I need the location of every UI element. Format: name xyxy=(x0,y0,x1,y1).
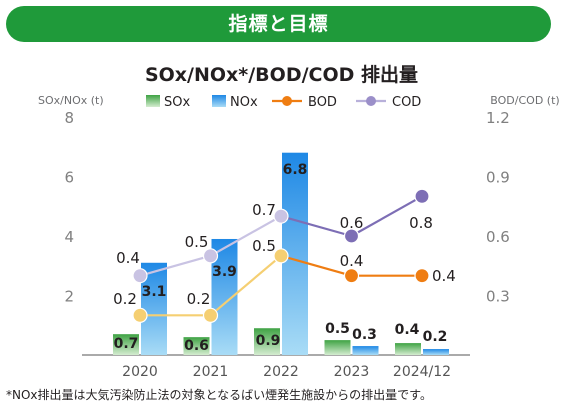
sox-bar xyxy=(254,328,280,355)
nox-data-label: 3.1 xyxy=(142,284,167,300)
nox-bar xyxy=(423,349,449,355)
nox-data-label: 3.9 xyxy=(212,264,237,280)
sox-bar xyxy=(113,334,139,355)
bod-line-segment xyxy=(280,254,352,277)
legend-cod-label: COD xyxy=(392,95,421,110)
cod-point xyxy=(202,248,219,264)
legend-sox-swatch xyxy=(146,95,160,107)
section-banner: 指標と目標 xyxy=(6,6,551,42)
sox-data-label: 0.5 xyxy=(325,321,350,337)
sox-bar xyxy=(183,337,210,355)
bod-data-label: 0.2 xyxy=(113,290,137,308)
nox-data-label: 0.2 xyxy=(423,329,448,345)
cod-line-segment xyxy=(139,254,211,277)
sox-data-label: 0.7 xyxy=(114,336,139,352)
right-axis-tick-label: 0.9 xyxy=(486,169,510,187)
left-axis-label: SOx/NOx (t) xyxy=(38,94,104,107)
nox-data-label: 0.3 xyxy=(352,327,377,343)
bod-point xyxy=(132,307,148,323)
nox-bar xyxy=(352,346,379,355)
sox-data-label: 0.4 xyxy=(395,322,420,338)
left-axis-tick-label: 4 xyxy=(64,228,74,246)
cod-data-label: 0.7 xyxy=(252,201,276,219)
cod-point xyxy=(132,268,148,284)
bod-point xyxy=(343,268,360,284)
cod-data-label: 0.4 xyxy=(116,249,140,267)
legend: SOx NOx BOD COD xyxy=(146,95,421,110)
cod-data-label: 0.6 xyxy=(340,214,364,232)
cod-line-segment xyxy=(350,195,423,237)
x-tick-label: 2024/12 xyxy=(393,364,451,380)
lines xyxy=(132,188,430,323)
legend-sox-label: SOx xyxy=(164,95,190,110)
right-axis-label: BOD/COD (t) xyxy=(490,94,559,107)
chart-title: SOx/NOx*/BOD/COD 排出量 xyxy=(144,64,419,86)
data-labels: 0.7 0.6 0.9 0.5 0.4 3.1 3.9 6.8 0.3 0.2 0.2 0.2 0.5 0… xyxy=(113,162,456,354)
bod-data-label: 0.5 xyxy=(252,237,276,255)
x-tick-label: 2022 xyxy=(263,364,299,380)
right-axis-tick-label: 0.6 xyxy=(486,228,510,246)
legend-cod-marker xyxy=(366,96,376,106)
banner-title: 指標と目標 xyxy=(228,13,329,35)
right-axis-tick-label: 1.2 xyxy=(486,109,510,127)
sox-data-label: 0.9 xyxy=(256,333,281,349)
x-tick-label: 2023 xyxy=(334,364,370,380)
footnote: *NOx排出量は大気汚染防止法の対象となるばい煙発生施設からの排出量です。 xyxy=(6,388,432,402)
sox-bar xyxy=(395,343,421,355)
bod-point xyxy=(273,248,289,264)
nox-data-label: 6.8 xyxy=(283,162,308,178)
legend-nox-label: NOx xyxy=(230,95,258,110)
bod-point xyxy=(414,268,430,284)
cod-line-segment xyxy=(209,215,282,257)
cod-line-segment xyxy=(280,215,352,238)
legend-bod-label: BOD xyxy=(308,95,337,110)
bod-data-label: 0.4 xyxy=(432,267,456,285)
x-tick-label: 2021 xyxy=(193,364,229,380)
right-axis-tick-label: 0.3 xyxy=(486,288,510,306)
cod-data-label: 0.8 xyxy=(409,214,433,232)
axes: 2 4 6 8 0.3 0.6 0.9 1.2 SOx/NOx (t) BOD/COD (t) 20… xyxy=(38,94,560,380)
bod-line-segment xyxy=(209,254,282,317)
cod-point xyxy=(414,188,430,204)
cod-point xyxy=(273,208,289,224)
bod-point xyxy=(202,307,219,323)
sox-data-label: 0.6 xyxy=(184,338,209,354)
legend-bod-marker xyxy=(282,96,292,106)
bod-data-label: 0.2 xyxy=(187,290,211,308)
left-axis-tick-label: 2 xyxy=(64,288,74,306)
sox-bar xyxy=(324,340,351,355)
bod-data-label: 0.4 xyxy=(340,252,364,270)
left-axis-tick-label: 8 xyxy=(64,109,74,127)
cod-data-label: 0.5 xyxy=(185,233,209,251)
legend-nox-swatch xyxy=(212,95,226,107)
left-axis-tick-label: 6 xyxy=(64,169,74,187)
cod-point xyxy=(343,228,360,244)
x-tick-label: 2020 xyxy=(122,364,158,380)
